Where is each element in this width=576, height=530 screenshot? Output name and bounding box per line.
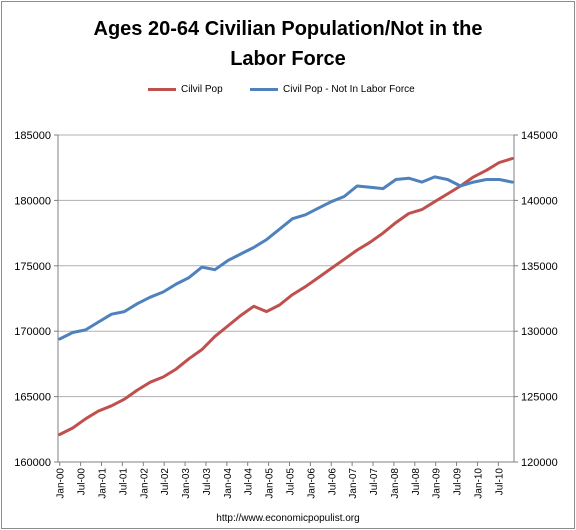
x-tick-label: Jan-00 — [56, 468, 67, 499]
legend-item-not-in-labor-force: Civil Pop - Not In Labor Force — [250, 84, 415, 95]
x-tick-label: Jan-08 — [390, 468, 401, 499]
x-tick-label: Jul-04 — [244, 468, 255, 496]
x-tick-label: Jul-03 — [202, 468, 213, 496]
x-tick-label: Jul-09 — [453, 468, 464, 496]
x-tick-label: Jan-06 — [306, 468, 317, 499]
y-right-tick-label: 120000 — [521, 457, 558, 469]
y-left-tick-label: 160000 — [14, 457, 51, 469]
source-url: http://www.economicpopulist.org — [216, 513, 360, 524]
y-left-tick-label: 175000 — [14, 261, 51, 273]
y-left-tick-label: 180000 — [14, 195, 51, 207]
y-right-tick-label: 145000 — [521, 130, 558, 142]
legend-label-civil-pop: Cilvil Pop — [181, 84, 223, 95]
legend-label-not-in-labor-force: Civil Pop - Not In Labor Force — [283, 84, 415, 95]
x-tick-label: Jul-00 — [77, 468, 88, 496]
series-line-civil-pop — [58, 157, 514, 436]
x-tick-label: Jan-09 — [432, 468, 443, 499]
x-tick-label: Jul-06 — [327, 468, 338, 496]
x-tick-label: Jul-02 — [160, 468, 171, 496]
y-right-tick-label: 135000 — [521, 261, 558, 273]
chart-title: Ages 20-64 Civilian Population/Not in th… — [0, 14, 576, 74]
x-tick-label: Jan-05 — [265, 468, 276, 499]
x-tick-label: Jul-01 — [118, 468, 129, 496]
chart-legend: Cilvil Pop Civil Pop - Not In Labor Forc… — [140, 84, 440, 100]
legend-swatch-civil-pop — [148, 88, 176, 91]
legend-item-civil-pop: Cilvil Pop — [148, 84, 223, 95]
y-left-tick-label: 185000 — [14, 130, 51, 142]
x-tick-label: Jan-10 — [473, 468, 484, 499]
y-right-tick-label: 140000 — [521, 195, 558, 207]
x-tick-label: Jan-07 — [348, 468, 359, 499]
y-right-tick-label: 130000 — [521, 326, 558, 338]
x-tick-label: Jan-03 — [181, 468, 192, 499]
series-line-not-in-labor-force — [58, 175, 514, 341]
chart-title-line-2: Labor Force — [230, 48, 346, 70]
x-tick-label: Jan-01 — [98, 468, 109, 499]
legend-swatch-not-in-labor-force — [250, 88, 278, 91]
x-tick-label: Jan-04 — [223, 468, 234, 499]
x-tick-label: Jul-10 — [494, 468, 505, 496]
y-left-tick-label: 170000 — [14, 326, 51, 338]
chart-title-line-1: Ages 20-64 Civilian Population/Not in th… — [93, 18, 483, 40]
x-tick-label: Jul-07 — [369, 468, 380, 496]
y-right-tick-label: 125000 — [521, 392, 558, 404]
y-left-tick-label: 165000 — [14, 392, 51, 404]
x-tick-label: Jan-02 — [139, 468, 150, 499]
x-tick-label: Jul-08 — [411, 468, 422, 496]
x-tick-label: Jul-05 — [285, 468, 296, 496]
